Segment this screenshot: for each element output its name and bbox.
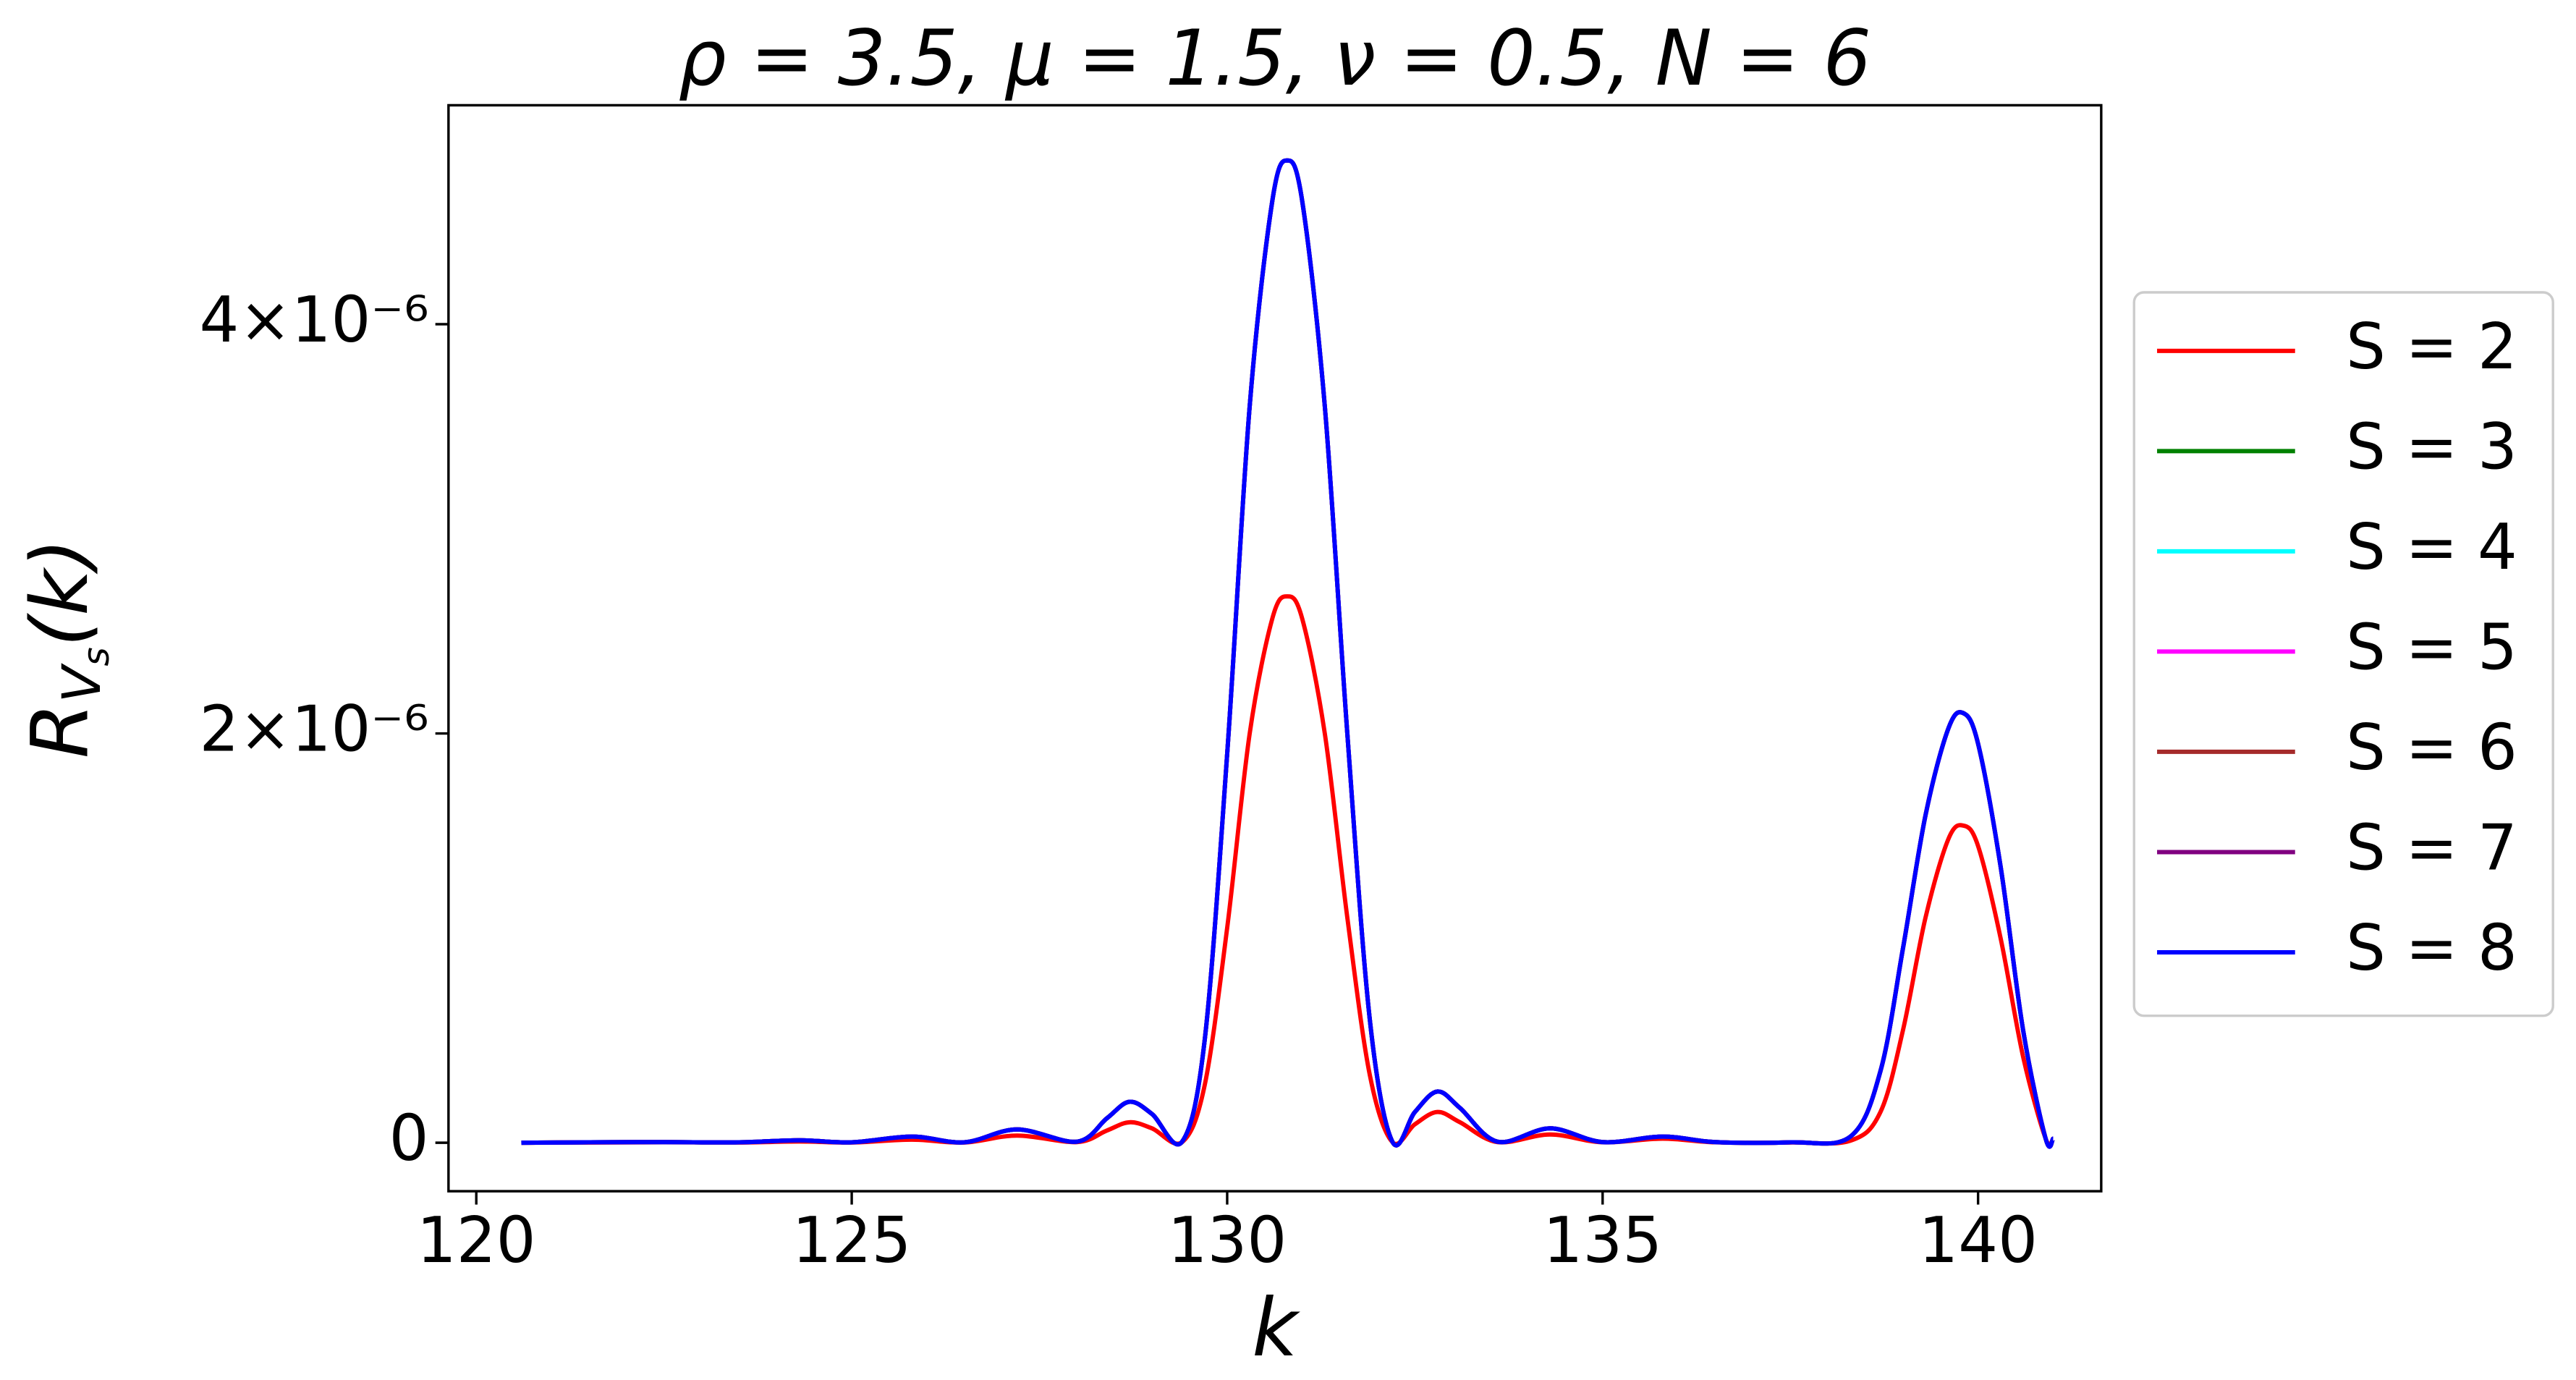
series-line — [521, 158, 2056, 1149]
legend-label: S = 7 — [2346, 810, 2517, 885]
x-tick-label: 135 — [1543, 1203, 1662, 1277]
legend-label: S = 8 — [2346, 910, 2517, 985]
plot-frame — [447, 103, 2103, 1193]
x-tick-label: 130 — [1168, 1203, 1287, 1277]
legend-box — [2132, 291, 2554, 1017]
chart-title: ρ = 3.5, μ = 1.5, ν = 0.5, N = 6 — [679, 13, 1872, 103]
y-label-sub: V — [51, 663, 112, 703]
y-tick-label: 4×10⁻⁶ — [199, 282, 428, 357]
legend-label: S = 5 — [2346, 610, 2517, 685]
x-tick-label: 125 — [792, 1203, 912, 1277]
legend-label: S = 6 — [2346, 710, 2517, 784]
y-tick-label: 0 — [389, 1101, 429, 1176]
legend-label: S = 4 — [2346, 509, 2517, 584]
y-label-subsub: s — [75, 647, 117, 666]
y-label-base: R — [14, 703, 106, 758]
x-axis-label: k — [1252, 1281, 1300, 1374]
x-tick-label: 140 — [1918, 1203, 2038, 1277]
y-axis-label: RVs(k) — [14, 538, 117, 758]
legend-label: S = 2 — [2346, 309, 2517, 384]
y-tick-label: 2×10⁻⁶ — [199, 692, 428, 766]
legend-label: S = 3 — [2346, 410, 2517, 484]
x-tick-label: 120 — [417, 1203, 536, 1277]
y-label-tail: (k) — [14, 538, 106, 647]
